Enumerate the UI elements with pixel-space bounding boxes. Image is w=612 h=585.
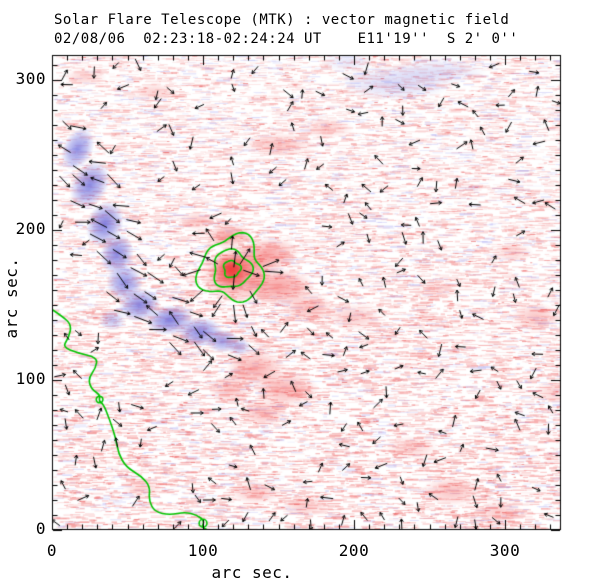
y-tick-label-300: 300 xyxy=(15,69,46,88)
y-tick-label-200: 200 xyxy=(15,219,46,238)
x-tick-label-300: 300 xyxy=(489,541,521,560)
y-tick-label-0: 0 xyxy=(35,519,46,538)
x-tick-label-100: 100 xyxy=(187,541,219,560)
x-axis-title: arc sec. xyxy=(211,563,293,582)
x-tick-label-200: 200 xyxy=(338,541,370,560)
figure-subtitle: 02/08/06 02:23:18-02:24:24 UT E11'19'' S… xyxy=(54,31,519,47)
y-tick-label-100: 100 xyxy=(15,369,46,388)
figure-title: Solar Flare Telescope (MTK) : vector mag… xyxy=(54,12,510,28)
x-tick-label-0: 0 xyxy=(46,541,58,560)
y-axis-title: arc sec. xyxy=(2,257,21,339)
